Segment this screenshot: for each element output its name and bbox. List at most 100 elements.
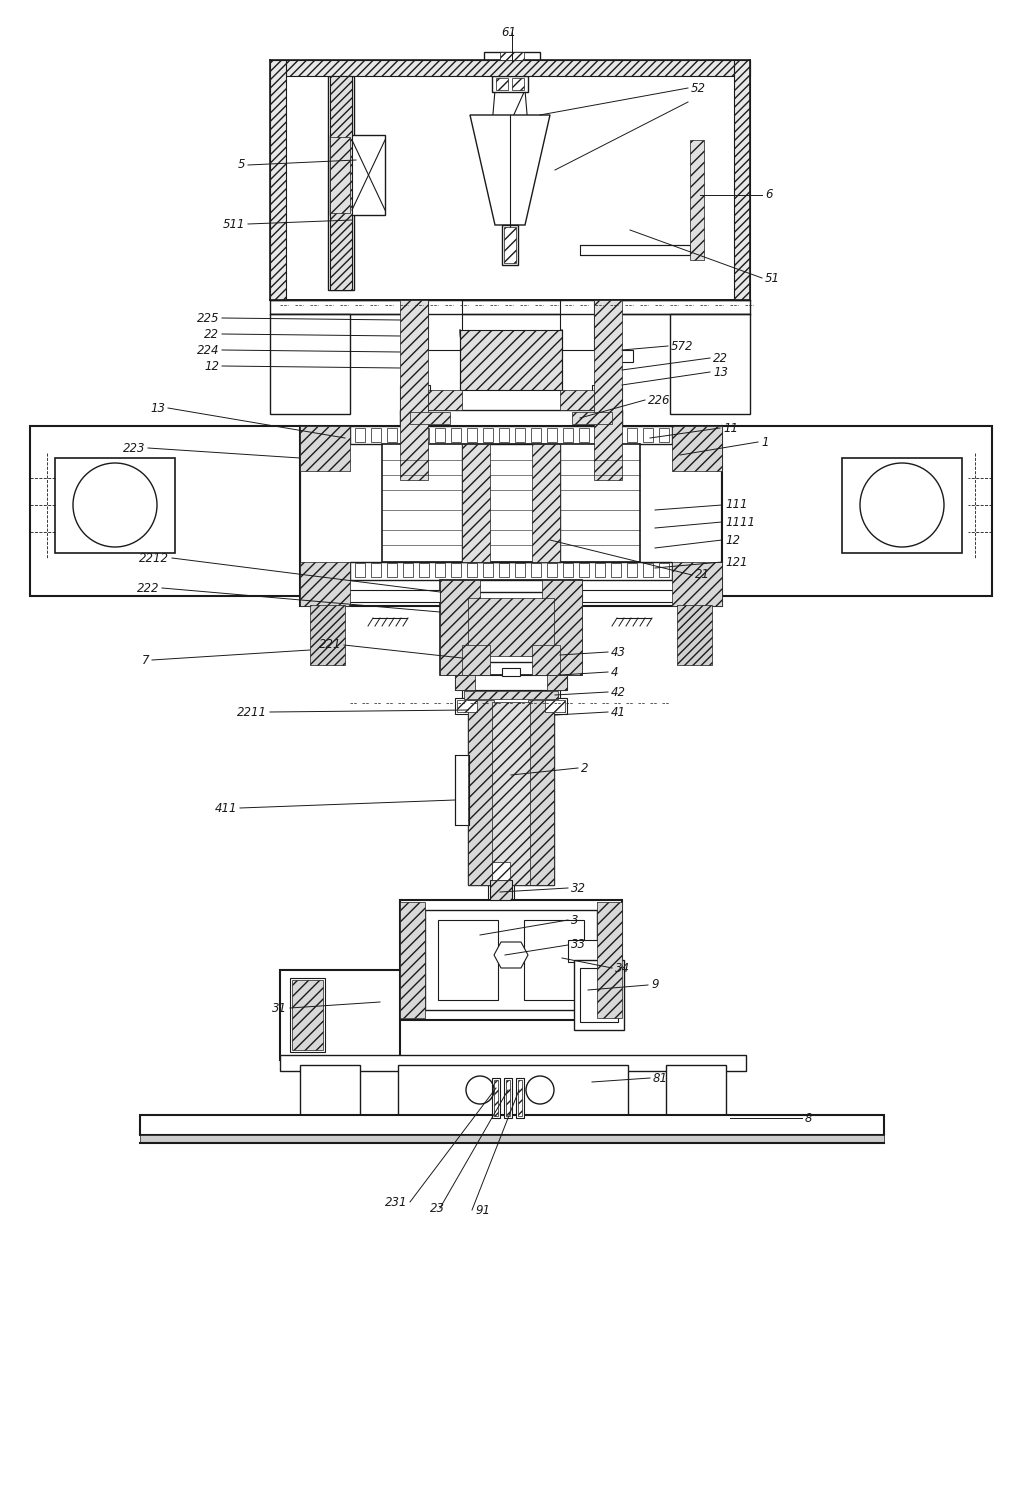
Bar: [659, 564, 669, 577]
Text: 33: 33: [571, 939, 586, 951]
Text: 2211: 2211: [237, 706, 267, 719]
Text: 111: 111: [725, 498, 748, 511]
Bar: [455, 698, 567, 715]
Text: 225: 225: [197, 311, 219, 324]
Bar: [560, 300, 594, 350]
Bar: [455, 755, 469, 825]
Text: 221: 221: [318, 638, 341, 652]
Bar: [451, 564, 461, 577]
Bar: [579, 564, 589, 577]
Bar: [483, 428, 493, 443]
Text: 11: 11: [723, 422, 738, 435]
Bar: [504, 1078, 512, 1118]
Text: 2212: 2212: [139, 552, 169, 565]
Bar: [350, 562, 672, 580]
Text: 224: 224: [197, 344, 219, 356]
Polygon shape: [470, 115, 550, 226]
Bar: [842, 457, 962, 553]
Text: 231: 231: [384, 1196, 407, 1208]
Bar: [419, 564, 429, 577]
Text: 43: 43: [611, 646, 626, 658]
Bar: [670, 314, 750, 414]
Bar: [435, 428, 445, 443]
Bar: [563, 564, 573, 577]
Bar: [490, 881, 512, 900]
Text: 8: 8: [805, 1111, 812, 1124]
Bar: [440, 580, 582, 676]
Bar: [270, 300, 750, 314]
Bar: [403, 428, 413, 443]
Bar: [30, 426, 300, 597]
Bar: [504, 227, 516, 263]
Text: 411: 411: [214, 801, 237, 815]
Bar: [547, 676, 567, 691]
Text: 41: 41: [611, 706, 626, 719]
Text: 34: 34: [615, 961, 630, 975]
Text: 223: 223: [123, 441, 145, 454]
Bar: [464, 691, 558, 700]
Bar: [330, 138, 350, 212]
Polygon shape: [494, 942, 528, 967]
Text: 32: 32: [571, 882, 586, 894]
Bar: [280, 970, 400, 1060]
Bar: [579, 428, 589, 443]
Text: 12: 12: [725, 534, 740, 547]
Bar: [572, 413, 612, 425]
Bar: [492, 1078, 500, 1118]
Bar: [468, 700, 554, 885]
Bar: [643, 428, 653, 443]
Bar: [460, 330, 562, 390]
Bar: [330, 76, 352, 290]
Bar: [425, 910, 597, 1011]
Bar: [55, 457, 175, 553]
Bar: [532, 644, 560, 676]
Text: 6: 6: [765, 188, 772, 202]
Bar: [574, 960, 624, 1030]
Bar: [460, 592, 562, 662]
Text: 12: 12: [204, 359, 219, 372]
Bar: [371, 564, 381, 577]
Text: 91: 91: [475, 1203, 490, 1217]
Bar: [531, 428, 541, 443]
Bar: [440, 580, 480, 676]
Bar: [484, 52, 540, 64]
Bar: [428, 300, 462, 350]
Bar: [330, 135, 385, 215]
Bar: [502, 668, 520, 676]
Bar: [355, 428, 365, 443]
Text: 13: 13: [150, 402, 165, 414]
Bar: [483, 564, 493, 577]
Bar: [140, 1115, 884, 1135]
Bar: [494, 1079, 498, 1115]
Bar: [643, 564, 653, 577]
Bar: [734, 60, 750, 300]
Bar: [468, 700, 494, 885]
Bar: [524, 919, 584, 1000]
Bar: [592, 386, 622, 416]
Bar: [435, 564, 445, 577]
Bar: [490, 860, 512, 882]
Text: 7: 7: [141, 653, 150, 667]
Bar: [270, 60, 750, 76]
Bar: [350, 426, 672, 444]
Bar: [627, 428, 637, 443]
Bar: [403, 564, 413, 577]
Bar: [611, 428, 621, 443]
Text: 572: 572: [671, 339, 693, 353]
Bar: [672, 562, 722, 605]
Bar: [563, 428, 573, 443]
Text: 52: 52: [691, 82, 706, 94]
Text: 2: 2: [581, 761, 589, 774]
Bar: [615, 350, 633, 362]
Bar: [500, 52, 524, 60]
Bar: [528, 700, 554, 885]
Bar: [300, 426, 722, 605]
Bar: [560, 390, 594, 410]
Bar: [270, 60, 286, 300]
Text: 3: 3: [571, 913, 579, 927]
Bar: [400, 900, 622, 1020]
Bar: [398, 1064, 628, 1115]
Bar: [292, 981, 323, 1049]
Bar: [531, 564, 541, 577]
Bar: [492, 863, 510, 881]
